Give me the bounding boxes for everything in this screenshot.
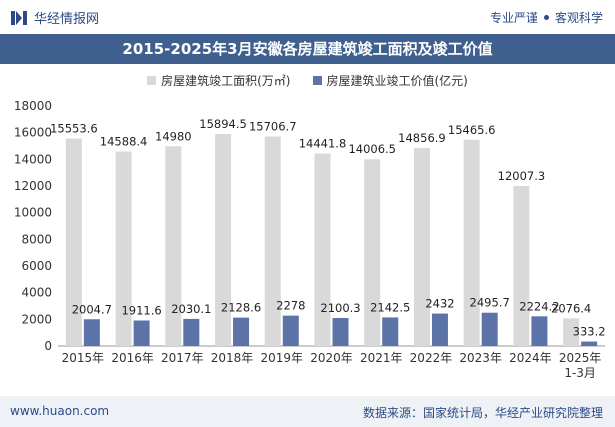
y-tick-label-7: 14000 [14,152,52,166]
bar-value-10 [581,341,598,346]
bar-area-6 [364,159,381,346]
footer-source: 数据来源：国家统计局，华经产业研究院整理 [362,406,603,420]
data-label-value-3: 2128.6 [221,301,261,315]
legend-item-area: 房屋建筑竣工面积(万㎡) [147,72,291,89]
data-label-area-3: 15894.5 [199,117,247,131]
bar-value-7 [431,313,448,346]
y-tick-label-6: 12000 [14,179,52,193]
legend-label-area: 房屋建筑竣工面积(万㎡) [161,74,291,88]
bar-area-9 [513,185,530,346]
data-label-value-8: 2495.7 [470,296,510,310]
bar-area-7 [413,147,430,346]
data-label-area-4: 15706.7 [249,120,297,134]
data-label-value-0: 2004.7 [72,302,112,316]
data-label-area-6: 14006.5 [348,142,396,156]
legend-item-value: 房屋建筑业竣工价值(亿元) [312,72,468,89]
chart-legend: 房屋建筑竣工面积(万㎡) 房屋建筑业竣工价值(亿元) [0,72,615,89]
huajing-logo-icon [11,10,27,25]
data-label-value-4: 2278 [276,299,305,313]
brand: 华经情报网 [10,8,99,27]
legend-swatch-value [312,76,322,85]
chart-title: 2015-2025年3月安徽各房屋建筑竣工面积及竣工价值 [122,40,493,58]
top-bar: 华经情报网 专业严谨 客观科学 [0,0,615,34]
data-label-area-2: 14980 [155,129,192,143]
bar-area-4 [264,136,281,346]
data-label-area-7: 14856.9 [398,131,446,145]
x-tick-label-4: 2019年 [260,351,303,365]
bar-value-9 [531,316,548,346]
chart-title-band: 2015-2025年3月安徽各房屋建筑竣工面积及竣工价值 [0,34,615,64]
x-tick-label-3: 2018年 [211,351,254,365]
x-tick-label-9: 2024年 [509,351,552,365]
bar-area-0 [65,138,82,346]
bar-area-2 [165,146,182,346]
separator-dot-icon [543,15,549,20]
legend-label-value: 房屋建筑业竣工价值(亿元) [326,74,468,88]
tagline-left: 专业严谨 [489,11,538,25]
bar-area-5 [314,153,331,346]
y-tick-label-2: 4000 [21,286,52,300]
footer-website[interactable]: www.huaon.com [10,404,110,418]
x-tick-label-6: 2021年 [360,351,403,365]
bar-area-1 [115,151,132,346]
data-label-area-9: 12007.3 [498,169,546,183]
data-label-value-7: 2432 [425,297,454,311]
legend-swatch-area [147,76,157,85]
y-tick-label-1: 2000 [21,312,52,326]
bar-value-3 [233,317,250,346]
x-tick-label-0: 2015年 [62,351,105,365]
x-tick-label-7: 2022年 [410,351,453,365]
data-label-value-5: 2100.3 [320,301,360,315]
x-tick-label-10: 2025年 1-3月 [559,351,602,380]
x-tick-label-1: 2016年 [111,351,154,365]
data-label-value-10: 333.2 [573,325,606,339]
y-tick-label-5: 10000 [14,206,52,220]
data-label-area-5: 14441.8 [299,136,347,150]
bar-value-5 [332,317,349,346]
bar-value-1 [133,320,150,346]
x-tick-label-5: 2020年 [310,351,353,365]
y-tick-label-8: 16000 [14,126,52,140]
y-tick-label-9: 18000 [14,99,52,113]
tagline: 专业严谨 客观科学 [490,9,603,26]
bar-area-3 [215,134,232,346]
x-tick-label-2: 2017年 [161,351,204,365]
bar-value-6 [382,317,399,346]
bar-area-8 [463,139,480,346]
x-tick-label-8: 2023年 [459,351,502,365]
bar-value-0 [83,319,100,346]
y-tick-label-4: 8000 [21,232,52,246]
data-label-area-0: 15553.6 [50,122,98,136]
data-label-value-6: 2142.5 [370,300,410,314]
footer: www.huaon.com 数据来源：国家统计局，华经产业研究院整理 [0,396,615,427]
data-label-area-1: 14588.4 [100,134,148,148]
data-label-area-10: 2076.4 [551,301,591,315]
bar-area-10 [563,318,580,346]
tagline-right: 客观科学 [554,11,603,25]
y-tick-label-3: 6000 [21,259,52,273]
brand-name: 华经情报网 [34,12,100,27]
data-label-value-2: 2030.1 [171,302,211,316]
data-label-value-9: 2224.2 [519,299,559,313]
bar-value-2 [183,318,200,346]
bar-value-8 [481,312,498,346]
bar-value-4 [282,315,299,346]
data-label-value-1: 1911.6 [121,304,161,318]
y-tick-label-0: 0 [44,339,52,353]
data-label-area-8: 15465.6 [448,123,496,137]
